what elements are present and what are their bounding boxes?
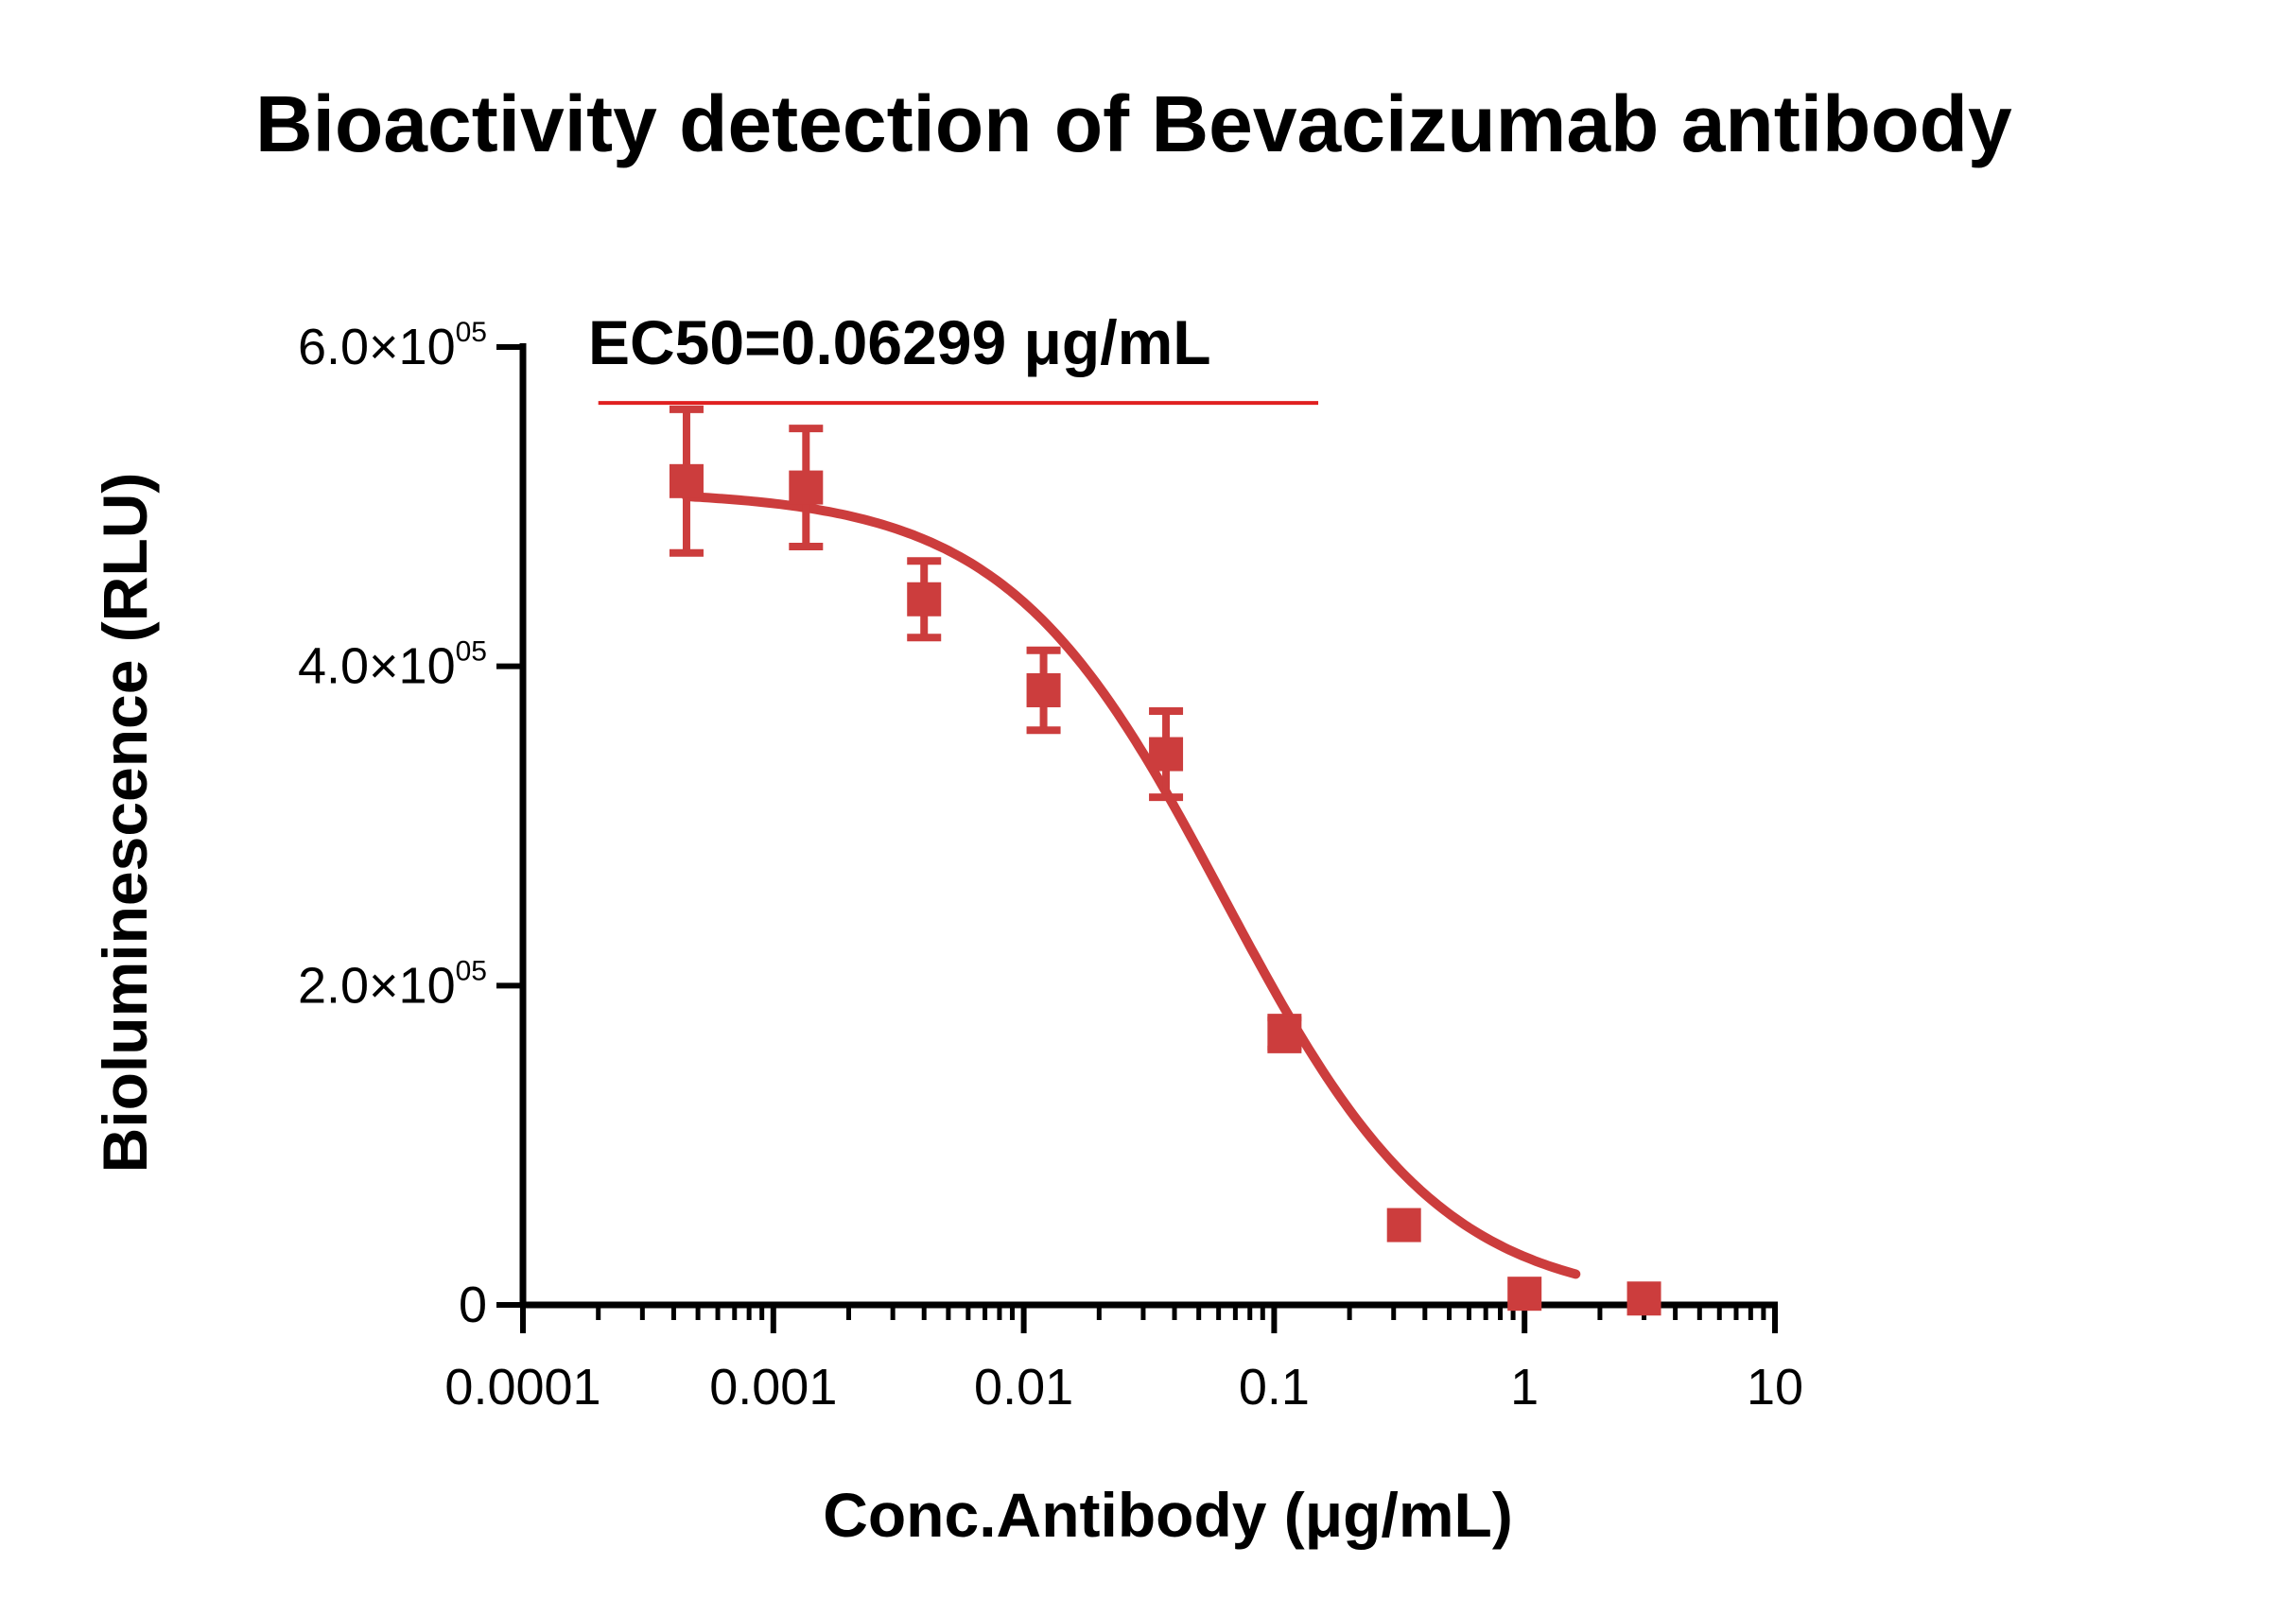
- plot-area: 0 2.0×1005 4.0×1005 6.0×1005 0.0001 0.001 0.01…: [298, 317, 1803, 1416]
- data-point: [669, 463, 704, 498]
- x-tick-label: 0.0001: [444, 1359, 600, 1416]
- data-point: [1267, 1016, 1302, 1051]
- y-tick-label: 6.0×1005: [298, 317, 487, 375]
- x-tick-label: 0.01: [974, 1359, 1073, 1416]
- ec50-annotation: EC50=0.06299 μg/mL: [588, 307, 1211, 377]
- y-tick-label: 0: [459, 1277, 487, 1333]
- chart-title: Bioactivity detection of Bevacizumab ant…: [255, 79, 2012, 168]
- x-tick-label: 10: [1747, 1359, 1803, 1416]
- data-point: [1507, 1277, 1542, 1312]
- x-tick-label: 0.001: [709, 1359, 837, 1416]
- data-point: [1026, 672, 1061, 707]
- data-point: [907, 582, 942, 617]
- data-point: [1626, 1281, 1661, 1316]
- x-axis-title: Conc.Antibody (μg/mL): [823, 1480, 1513, 1550]
- x-tick-label: 1: [1510, 1359, 1539, 1416]
- data-point: [1386, 1208, 1421, 1242]
- y-tick-label: 2.0×1005: [298, 955, 487, 1014]
- y-tick-label: 4.0×1005: [298, 636, 487, 695]
- y-axis-title: Bioluminescence (RLU): [90, 473, 160, 1173]
- data-point: [789, 470, 824, 505]
- x-tick-label: 0.1: [1239, 1359, 1310, 1416]
- fit-curve: [682, 492, 1581, 1279]
- data-point: [1149, 737, 1184, 772]
